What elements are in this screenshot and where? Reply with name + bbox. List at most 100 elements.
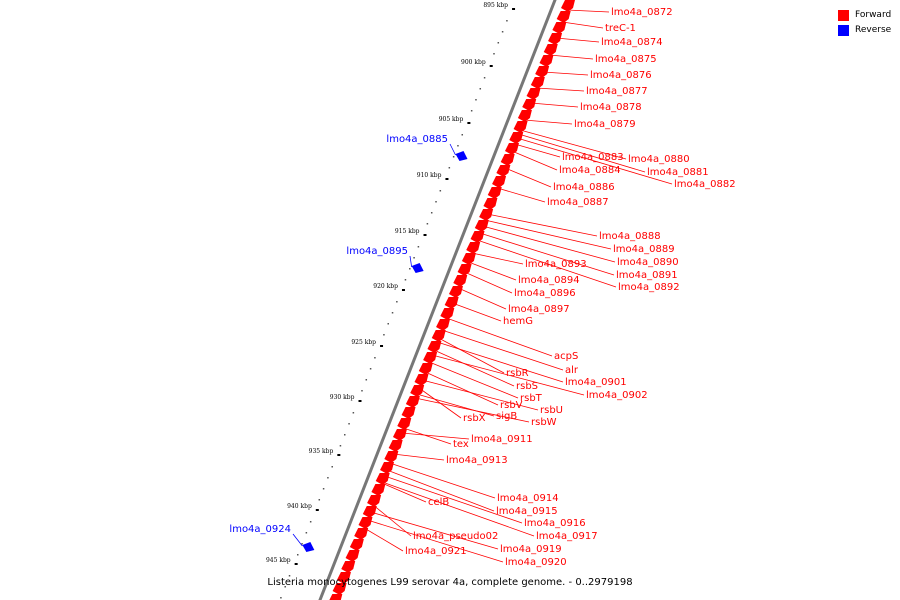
scale-dot [409,268,411,270]
forward-gene-leader [523,119,573,125]
scale-dot [461,134,464,136]
forward-gene-label: lmo4a_0876 [590,70,652,81]
forward-gene-block [392,429,407,441]
forward-gene-block [552,22,567,34]
forward-gene-block [384,451,399,463]
forward-gene-leader [433,349,515,387]
tick-label: 940 kbp [287,503,312,510]
forward-gene-leader [401,432,470,440]
forward-gene-block [457,264,472,276]
forward-gene-leader [479,232,615,276]
forward-gene-block [329,594,343,600]
forward-gene-leader [381,482,427,503]
forward-gene-block [526,88,541,100]
forward-gene-leader [482,225,616,263]
scale-dot [501,31,504,33]
forward-gene-block [375,473,390,485]
forward-gene-label: lmo4a_0872 [611,7,673,18]
forward-gene-block [436,319,451,331]
forward-gene-leader [487,213,598,237]
scale-dot [448,167,451,169]
forward-gene-label: lmo4a_0892 [618,282,680,293]
forward-gene-leader [431,354,585,396]
scale-dot [452,156,455,158]
forward-gene-block [466,242,481,254]
tick-label: 930 kbp [330,394,355,401]
scale-dot [301,543,303,545]
forward-gene-label: rsbT [520,393,543,404]
forward-gene-label: lmo4a_0913 [446,455,508,466]
forward-gene-block [354,528,369,540]
forward-gene-label: tex [453,439,469,450]
forward-gene-block [332,583,347,595]
forward-gene-block [362,506,377,518]
forward-gene-leader [416,393,495,417]
forward-gene-block [345,550,360,562]
tick-label: 900 kbp [461,59,486,66]
scale-dot [426,223,429,225]
forward-gene-block [483,198,498,210]
forward-gene-label: lmo4a_0891 [616,270,678,281]
scale-dot [493,53,495,55]
forward-gene-block [444,297,459,309]
forward-gene-leader [386,469,495,512]
forward-gene-block [341,561,356,573]
forward-gene-block [397,418,412,430]
forward-gene-label: rsbR [506,368,529,379]
forward-gene-leader [536,87,585,92]
genome-backbone [318,0,557,600]
forward-gene-block [548,33,563,45]
forward-gene-leader [514,143,561,158]
forward-gene-block [410,385,425,397]
forward-gene-label: acpS [554,351,578,362]
forward-gene-leader [542,71,589,76]
scale-dot [506,20,508,22]
forward-gene-block [367,495,382,507]
forward-gene-label: lmo4a_0888 [599,231,661,242]
legend: Forward Reverse [838,8,891,38]
legend-reverse: Reverse [838,23,891,37]
forward-gene-leader [446,317,553,357]
forward-gene-label: rsbW [531,417,557,428]
forward-gene-label: lmo4a_0886 [553,182,615,193]
forward-gene-leader [497,187,546,203]
forward-gene-leader [516,137,673,185]
legend-forward-swatch [838,9,849,21]
forward-gene-leader [484,219,612,250]
tick-label: 915 kbp [395,228,420,235]
forward-gene-label: lmo4a_0874 [601,37,663,48]
forward-gene-leader [549,54,594,60]
scale-dot [348,423,350,425]
forward-gene-leader [382,481,535,537]
forward-gene-label: lmo4a_0893 [525,259,587,270]
forward-gene-label: lmo4a_0901 [565,377,627,388]
forward-gene-label: lmo4a_0902 [586,390,648,401]
forward-gene-block [509,132,524,144]
forward-gene-leader [363,527,404,552]
scale-dot [387,323,389,325]
forward-gene-block [427,341,442,353]
forward-gene-block [358,517,373,529]
forward-gene-block [496,165,511,177]
forward-gene-block [371,484,386,496]
forward-gene-block [517,110,532,122]
tick-label: 910 kbp [417,172,442,179]
forward-gene-leader [530,102,579,108]
forward-gene-label: sigB [496,411,517,422]
forward-gene-label: rsbU [540,405,563,416]
forward-gene-label: treC-1 [605,23,636,34]
forward-gene-block [479,209,494,221]
scale-dot [417,246,420,248]
legend-reverse-label: Reverse [855,25,892,35]
forward-gene-label: hemG [503,316,533,327]
forward-gene-block [448,286,463,298]
forward-gene-leader [464,271,513,294]
forward-gene-leader [403,427,452,445]
forward-gene-leader [471,252,524,265]
scale-dot [322,488,325,490]
forward-gene-block [530,77,545,89]
forward-gene-block [453,275,468,287]
reverse-gene-label: lmo4a_0924 [229,524,291,535]
forward-gene-label: rsbX [463,413,486,424]
tick-label: 895 kbp [483,2,508,9]
